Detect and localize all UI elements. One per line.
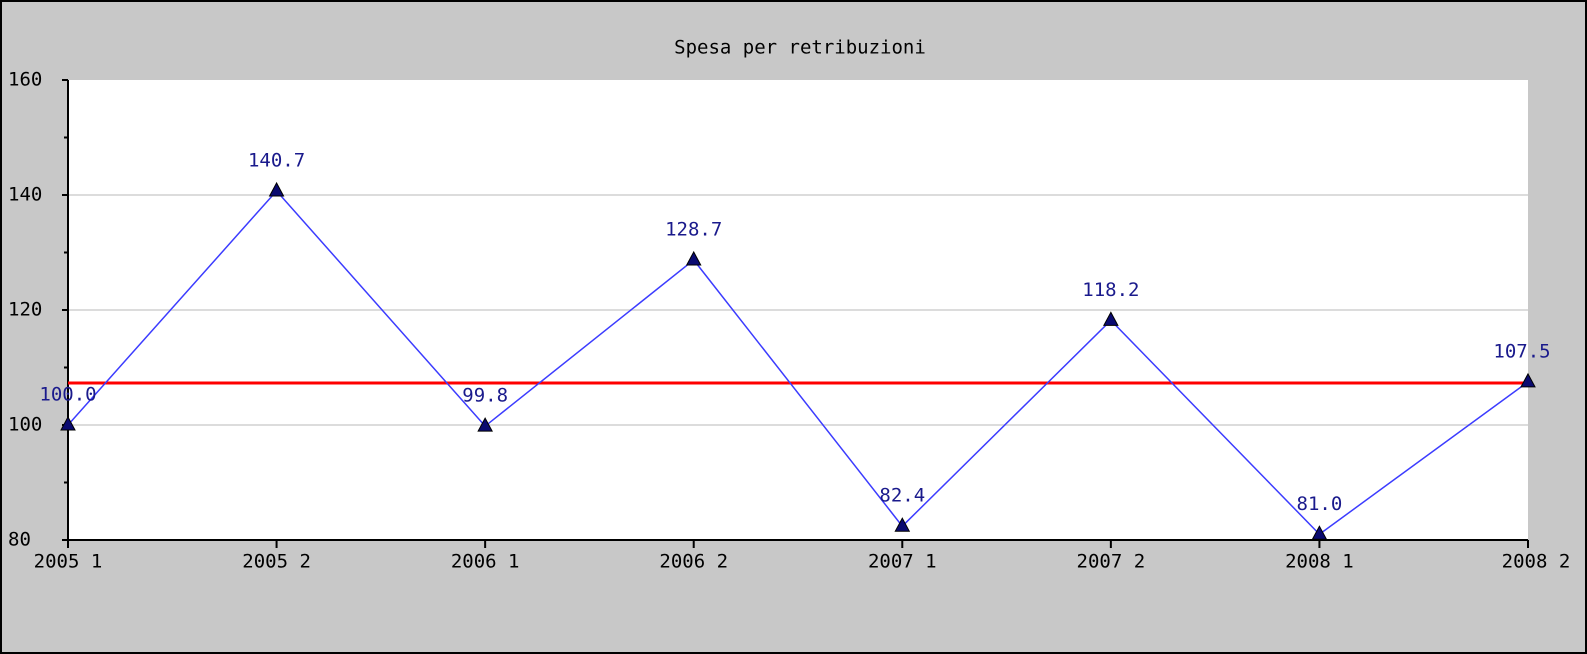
y-tick-label: 100 xyxy=(8,414,42,436)
value-label: 118.2 xyxy=(1082,279,1139,301)
value-label: 82.4 xyxy=(879,485,925,507)
marker xyxy=(1103,311,1119,326)
marker xyxy=(894,517,911,532)
marker xyxy=(268,181,285,197)
marker xyxy=(60,415,76,431)
line xyxy=(67,189,1529,536)
value-label: 128.7 xyxy=(665,218,722,240)
x-tick-label: 2007 2 xyxy=(1077,551,1146,573)
y-tick-label: 140 xyxy=(8,184,42,206)
value-label: 140.7 xyxy=(248,149,305,171)
x-tick-label: 2006 2 xyxy=(659,551,728,573)
marker xyxy=(685,250,702,266)
x-tick-label: 2006 1 xyxy=(451,551,520,573)
y-tick-label: 120 xyxy=(8,299,42,321)
y-tick-label: 80 xyxy=(8,529,31,551)
marker xyxy=(1520,372,1536,388)
y-tick-label: 160 xyxy=(8,69,42,91)
x-tick-label: 2007 1 xyxy=(868,551,937,573)
marker xyxy=(477,417,493,432)
x-tick-label: 2008 2 xyxy=(1502,551,1571,573)
value-label: 81.0 xyxy=(1297,493,1343,515)
value-label: 100.0 xyxy=(39,384,96,406)
value-label: 107.5 xyxy=(1493,340,1550,362)
marker xyxy=(1311,525,1328,540)
value-label: 99.8 xyxy=(462,385,508,407)
x-tick-label: 2008 1 xyxy=(1285,551,1354,573)
chart-title: Spesa per retribuzioni xyxy=(674,37,926,59)
x-tick-label: 2005 1 xyxy=(34,551,103,573)
x-tick-label: 2005 2 xyxy=(242,551,311,573)
